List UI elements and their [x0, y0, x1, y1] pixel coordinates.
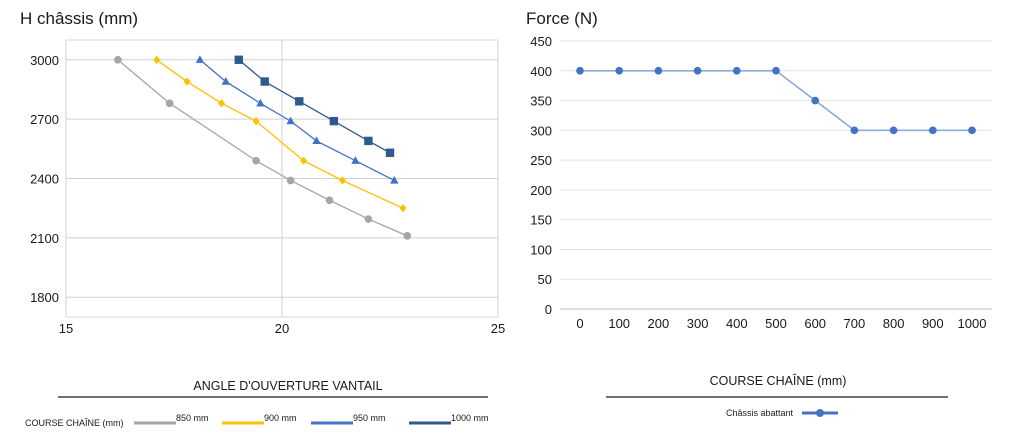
left-x-tick-label: 20 [275, 321, 289, 336]
right-x-tick-label: 500 [765, 316, 787, 331]
right-series-point-0 [772, 66, 780, 75]
right-y-tick-label: 400 [530, 64, 552, 79]
right-x-tick-label: 800 [883, 316, 905, 331]
right-y-tick-label: 450 [530, 34, 552, 49]
right-series-point-0 [732, 66, 741, 75]
right-series-point-0 [889, 126, 898, 135]
right-series-point-0 [928, 126, 937, 135]
left-legend-label-1: 900 mm [264, 413, 297, 423]
left-series-point-2 [351, 156, 360, 164]
left-series-point-0 [252, 156, 260, 165]
left-x-axis-title: ANGLE D'OUVERTURE VANTAIL [193, 379, 382, 393]
left-series-point-2 [256, 98, 265, 107]
left-series-point-1 [153, 55, 161, 64]
right-y-tick-label: 300 [530, 123, 552, 138]
right-series-point-0 [968, 126, 976, 135]
left-series-point-1 [218, 99, 226, 108]
right-x-tick-label: 400 [726, 316, 748, 331]
left-legend-label-0: 850 mm [176, 413, 209, 423]
left-series-point-0 [113, 55, 122, 64]
left-x-tick-label: 25 [491, 321, 505, 336]
right-legend-label: Châssis abattant [726, 408, 794, 418]
right-x-tick-label: 900 [922, 316, 944, 331]
right-y-tick-label: 100 [530, 242, 552, 257]
right-x-tick-label: 200 [648, 316, 670, 331]
left-series-point-1 [183, 77, 191, 86]
left-series-point-1 [300, 156, 308, 165]
left-axis-labels: 1800 2100 2400 2700 3000 15 20 25 [30, 53, 505, 336]
left-chart: H châssis (mm) 1800 2100 2400 2700 3000 15 20 2… [20, 9, 505, 428]
right-chart-title: Force (N) [526, 9, 598, 28]
left-series-point-1 [338, 176, 346, 185]
left-series-point-2 [221, 77, 231, 85]
left-series-point-3 [260, 77, 269, 86]
left-series-point-2 [195, 55, 205, 63]
left-series-point-3 [364, 136, 373, 146]
left-series-point-3 [234, 55, 243, 64]
left-y-tick-label: 2700 [30, 112, 59, 127]
left-series-point-1 [252, 116, 260, 126]
right-y-tick-label: 200 [530, 183, 552, 198]
left-series-point-3 [329, 116, 339, 126]
left-series-point-2 [390, 175, 399, 184]
left-gridlines [65, 40, 499, 317]
right-chart: Force (N) 0 50 100 150 200 250 300 350 400 450 0 10… [526, 9, 992, 418]
right-y-tick-label: 250 [530, 153, 552, 168]
left-series-point-0 [325, 196, 334, 205]
right-y-tick-label: 50 [538, 272, 552, 287]
left-y-tick-label: 2400 [30, 172, 59, 187]
left-series-group [113, 55, 412, 240]
right-series-point-0 [850, 126, 859, 135]
right-series-point-0 [654, 66, 663, 75]
left-series-point-0 [165, 99, 174, 108]
right-series-point-0 [693, 66, 702, 75]
right-series-point-0 [576, 66, 584, 75]
right-x-tick-label: 1000 [958, 316, 987, 331]
left-series-point-2 [286, 116, 295, 125]
left-series-point-0 [286, 176, 295, 185]
left-y-tick-label: 2100 [30, 231, 59, 246]
left-legend-label-2: 950 mm [353, 413, 386, 423]
left-series-point-1 [399, 203, 407, 213]
right-series-point-0 [615, 66, 624, 75]
right-legend: Châssis abattant [726, 408, 838, 418]
right-x-tick-label: 700 [844, 316, 866, 331]
right-x-tick-label: 0 [576, 316, 583, 331]
right-legend-swatch-marker [816, 409, 824, 417]
right-x-tick-label: 300 [687, 316, 709, 331]
left-legend: COURSE CHAÎNE (mm) 850 mm 900 mm 950 mm 100… [25, 413, 489, 428]
right-gridlines [560, 40, 992, 310]
left-x-tick-label: 15 [59, 321, 73, 336]
left-series-point-2 [312, 136, 321, 145]
right-x-axis-title: COURSE CHAÎNE (mm) [710, 373, 847, 388]
left-chart-title: H châssis (mm) [20, 9, 138, 28]
right-x-tick-label: 600 [804, 316, 826, 331]
right-series-point-0 [811, 96, 820, 105]
right-y-tick-label: 350 [530, 94, 552, 109]
left-series-point-0 [403, 232, 412, 240]
left-y-tick-label: 3000 [30, 53, 59, 68]
left-legend-title: COURSE CHAÎNE (mm) [25, 418, 124, 428]
left-legend-label-3: 1000 mm [451, 413, 489, 423]
right-series-group [576, 66, 976, 135]
left-series-point-3 [385, 148, 395, 157]
right-y-tick-label: 0 [545, 302, 552, 317]
right-y-tick-label: 150 [530, 213, 552, 228]
left-series-point-0 [364, 215, 373, 223]
left-y-tick-label: 1800 [30, 290, 59, 305]
left-series-point-3 [295, 97, 304, 106]
right-axis-labels: 0 50 100 150 200 250 300 350 400 450 0 100 200 300 400… [530, 34, 986, 331]
right-x-tick-label: 100 [608, 316, 630, 331]
